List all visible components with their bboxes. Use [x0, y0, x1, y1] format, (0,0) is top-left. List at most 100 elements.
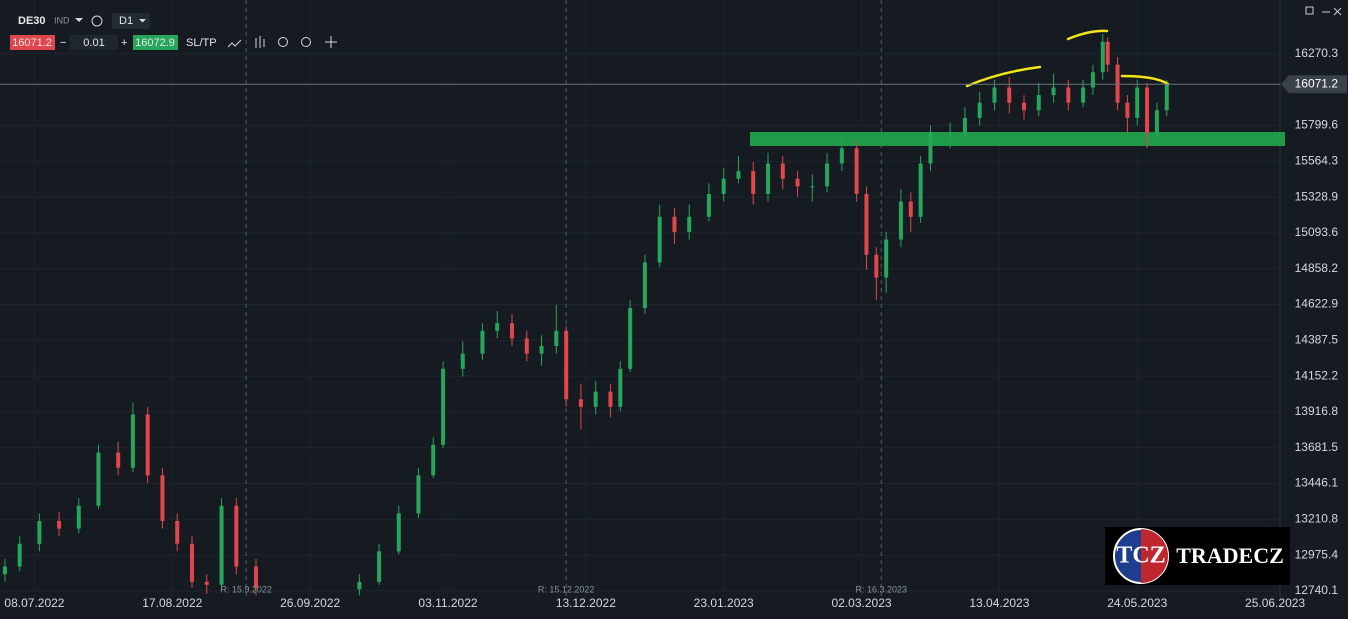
market: IND [54, 15, 70, 25]
candle-body [884, 239, 889, 278]
candle-body [554, 330, 559, 347]
y-tick-label: 13916.8 [1295, 404, 1339, 418]
dropdown-arrow[interactable] [139, 19, 146, 23]
candle-body [1081, 87, 1086, 103]
y-tick-label: 14387.5 [1295, 332, 1339, 346]
candle-body [564, 330, 569, 400]
candle-body [130, 414, 135, 468]
y-tick-label: 13446.1 [1295, 476, 1339, 490]
move-tool[interactable] [325, 36, 337, 48]
candle-body [1164, 84, 1169, 111]
y-tick-label: 12975.4 [1295, 547, 1339, 561]
window-controls [1305, 6, 1342, 16]
zoom-out[interactable] [278, 37, 288, 47]
minus[interactable]: − [60, 37, 66, 49]
volume-box[interactable] [70, 35, 118, 50]
close[interactable] [1333, 7, 1342, 16]
symbol[interactable]: DE30 [18, 15, 46, 27]
current-price-label: 16071.2 [1295, 76, 1339, 90]
candle-body [416, 475, 421, 514]
candle-body [766, 163, 770, 194]
candle-body [992, 87, 997, 103]
info-icon[interactable] [91, 15, 103, 27]
marker-label: R: 15.9.2022 [220, 584, 272, 594]
candle-body [1022, 102, 1026, 111]
candle-body [908, 201, 913, 217]
ask-box[interactable] [133, 35, 178, 50]
candle-body [1135, 87, 1140, 118]
candle-body [2, 566, 7, 575]
sltp[interactable]: SL/TP [186, 37, 217, 49]
candle-body [1066, 87, 1071, 103]
candle-body [175, 520, 180, 544]
candle-body [145, 414, 150, 476]
candle-body [431, 444, 436, 476]
bid[interactable]: 16071.2 [12, 37, 52, 49]
candle-body [396, 513, 401, 552]
candle-body [628, 308, 633, 369]
marker-label: R: 15.12.2022 [538, 584, 595, 594]
candle-body [1145, 87, 1150, 134]
annotation-curve [965, 65, 1042, 88]
candle-body [948, 133, 953, 135]
candle-body [898, 201, 903, 240]
candle-body [460, 353, 465, 369]
candle-body [593, 391, 598, 407]
zoom-in[interactable] [301, 37, 311, 47]
candle-body [751, 171, 756, 194]
candle-body [721, 178, 726, 194]
plus[interactable]: + [121, 37, 127, 49]
y-tick-label: 13681.5 [1295, 440, 1339, 454]
candle-body [524, 338, 529, 354]
candle-body [539, 346, 544, 354]
candle-body [17, 543, 22, 567]
candle-body [1154, 110, 1159, 134]
candle-body [441, 368, 446, 445]
logo-text: TRADECZ [1176, 543, 1284, 568]
candle-body [1105, 41, 1110, 65]
x-tick-label: 25.06.2023 [1245, 596, 1305, 610]
candle-body [780, 163, 785, 179]
annotation-lines [965, 29, 1170, 88]
x-tick-label: 02.03.2023 [832, 596, 892, 610]
candle-body [977, 102, 982, 118]
candle-body [1100, 41, 1105, 73]
candle-body [1036, 95, 1041, 111]
y-tick-label: 15093.6 [1295, 225, 1339, 239]
interval-box[interactable] [112, 13, 150, 29]
candle-body [254, 566, 258, 588]
interval[interactable]: D1 [119, 15, 133, 27]
candle-body [825, 163, 830, 187]
candle-body [795, 178, 800, 187]
y-tick-label: 14858.2 [1295, 261, 1339, 275]
candle-body [618, 368, 623, 407]
logo-badge: TCZ [1116, 543, 1165, 569]
candles [2, 34, 1169, 596]
volume[interactable]: 0.01 [83, 37, 104, 49]
bid-box[interactable] [10, 35, 55, 50]
candle-body [839, 148, 844, 164]
candle-body [160, 475, 165, 521]
y-tick-label: 14622.9 [1295, 297, 1339, 311]
candle-body [918, 163, 923, 217]
candle-tool[interactable] [255, 36, 265, 48]
x-tick-label: 24.05.2023 [1107, 596, 1167, 610]
candle-body [495, 323, 500, 331]
ask[interactable]: 16072.9 [135, 37, 175, 49]
x-tick-label: 13.12.2022 [556, 596, 616, 610]
dropdown-arrow[interactable] [75, 18, 83, 22]
logo-half [1141, 529, 1168, 583]
candle-body [480, 330, 485, 354]
annotation-curve [1120, 74, 1170, 86]
maximize[interactable] [1305, 6, 1314, 15]
candle-body [377, 551, 382, 582]
line-tool[interactable] [227, 39, 242, 48]
candle-body [642, 262, 647, 309]
candle-body [687, 216, 692, 232]
y-tick-label: 12740.1 [1295, 583, 1339, 597]
logo: TCZ TRADECZ [1105, 527, 1290, 585]
candle-body [510, 323, 514, 339]
candle-body [1125, 102, 1130, 118]
candle-body [962, 117, 967, 134]
